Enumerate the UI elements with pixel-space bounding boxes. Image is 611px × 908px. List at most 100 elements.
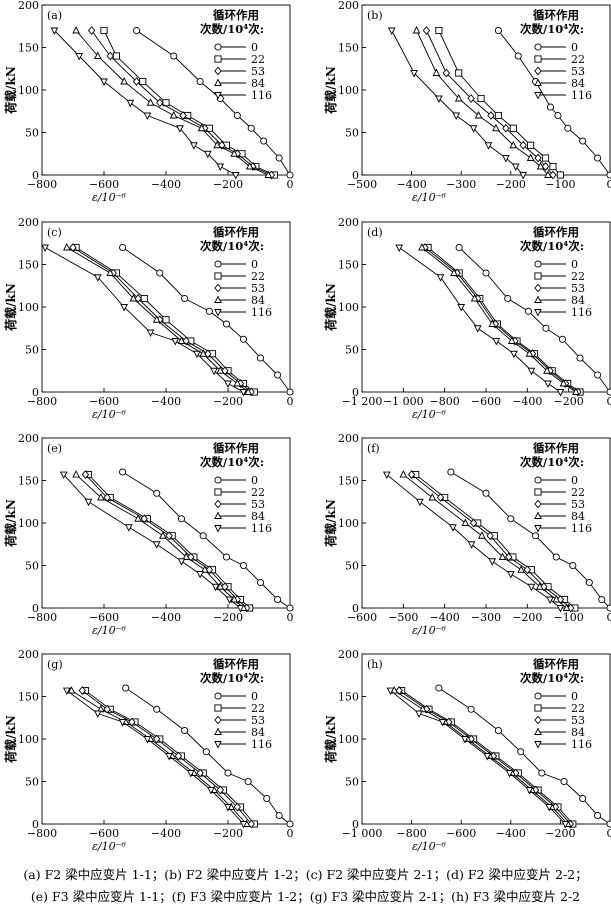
series-line: [91, 30, 272, 176]
legend-subtitle: 次数/10⁴次:: [520, 239, 584, 253]
legend-subtitle: 次数/10⁴次:: [200, 239, 264, 253]
data-point: [174, 751, 183, 761]
data-point: [213, 140, 221, 149]
y-tick-label: 200: [338, 0, 359, 12]
legend-title: 循环作用: [212, 657, 259, 671]
data-point: [527, 583, 536, 592]
data-point: [562, 603, 571, 611]
data-point: [214, 476, 222, 484]
data-point: [214, 272, 222, 280]
legend-label: 84: [251, 510, 265, 523]
data-point: [93, 710, 102, 718]
data-point: [399, 470, 408, 478]
data-point: [517, 565, 525, 573]
x-tick-label: −400: [151, 611, 181, 624]
data-point: [231, 172, 240, 180]
data-point: [509, 140, 518, 149]
x-tick-label: −400: [151, 178, 181, 191]
data-point: [534, 499, 542, 509]
data-point: [165, 753, 173, 761]
data-point: [119, 243, 127, 252]
y-tick-label: 200: [18, 216, 39, 229]
x-tick-label: −400: [430, 611, 460, 624]
series-line: [103, 30, 275, 176]
legend-label: 22: [571, 270, 585, 283]
data-point: [186, 770, 195, 778]
data-point: [534, 476, 542, 484]
data-point: [214, 741, 222, 749]
data-point: [560, 777, 568, 786]
data-point: [546, 596, 554, 604]
data-point: [200, 565, 209, 573]
data-point: [494, 111, 502, 120]
data-point: [169, 111, 178, 119]
data-point: [214, 727, 222, 735]
data-point: [534, 511, 542, 519]
y-tick-label: 100: [18, 517, 39, 530]
y-tick-label: 200: [338, 648, 359, 661]
data-point: [558, 335, 567, 343]
data-point: [41, 244, 49, 252]
y-axis-label: 荷载/kN: [3, 66, 18, 115]
x-tick-label: −1 000: [383, 395, 424, 408]
series-line: [426, 30, 554, 176]
legend-label: 53: [251, 65, 265, 78]
data-point: [159, 531, 167, 539]
data-point: [202, 748, 210, 756]
panel-label: (e): [47, 442, 62, 455]
data-point: [483, 753, 492, 761]
legend-label: 116: [251, 522, 272, 535]
x-tick-label: 0: [607, 178, 611, 191]
y-tick-label: 150: [338, 259, 359, 272]
y-tick-label: 200: [18, 432, 39, 445]
x-tick-label: −100: [554, 611, 584, 624]
data-point: [534, 715, 542, 725]
data-point: [84, 498, 93, 507]
x-tick-label: 0: [287, 827, 294, 840]
data-point: [494, 726, 502, 735]
data-point: [422, 26, 431, 35]
data-point: [214, 692, 222, 700]
data-point: [524, 307, 532, 315]
y-tick-label: 0: [352, 818, 359, 831]
x-tick-label: −1 000: [342, 827, 383, 840]
data-point: [536, 162, 545, 170]
legend-label: 0: [251, 474, 258, 487]
data-point: [435, 26, 443, 35]
data-point: [452, 112, 461, 120]
data-point: [214, 55, 222, 63]
data-point: [176, 125, 184, 133]
data-point: [153, 705, 161, 713]
data-point: [534, 295, 542, 303]
x-tick-label: 0: [287, 395, 294, 408]
data-point: [492, 338, 501, 346]
data-point: [552, 553, 560, 561]
data-point: [514, 52, 522, 60]
data-point: [62, 243, 71, 251]
data-point: [196, 571, 204, 579]
data-point: [179, 111, 187, 120]
data-point: [418, 243, 426, 251]
data-point: [119, 468, 127, 476]
y-tick-label: 50: [345, 560, 359, 573]
data-point: [128, 717, 136, 727]
legend-label: 22: [571, 486, 585, 499]
legend-label: 22: [251, 702, 265, 715]
data-point: [286, 388, 294, 396]
data-point: [534, 78, 542, 86]
data-point: [544, 380, 552, 388]
data-point: [156, 98, 164, 108]
y-tick-label: 150: [338, 42, 359, 55]
data-point: [274, 371, 282, 379]
legend-label: 84: [251, 77, 265, 90]
data-point: [511, 163, 520, 171]
series-line: [386, 474, 561, 609]
legend-label: 116: [571, 306, 592, 319]
data-point: [275, 811, 283, 820]
data-point: [78, 686, 86, 695]
data-point: [211, 583, 220, 592]
data-point: [171, 338, 180, 346]
data-point: [132, 26, 141, 35]
data-point: [457, 304, 466, 312]
data-point: [225, 596, 234, 604]
